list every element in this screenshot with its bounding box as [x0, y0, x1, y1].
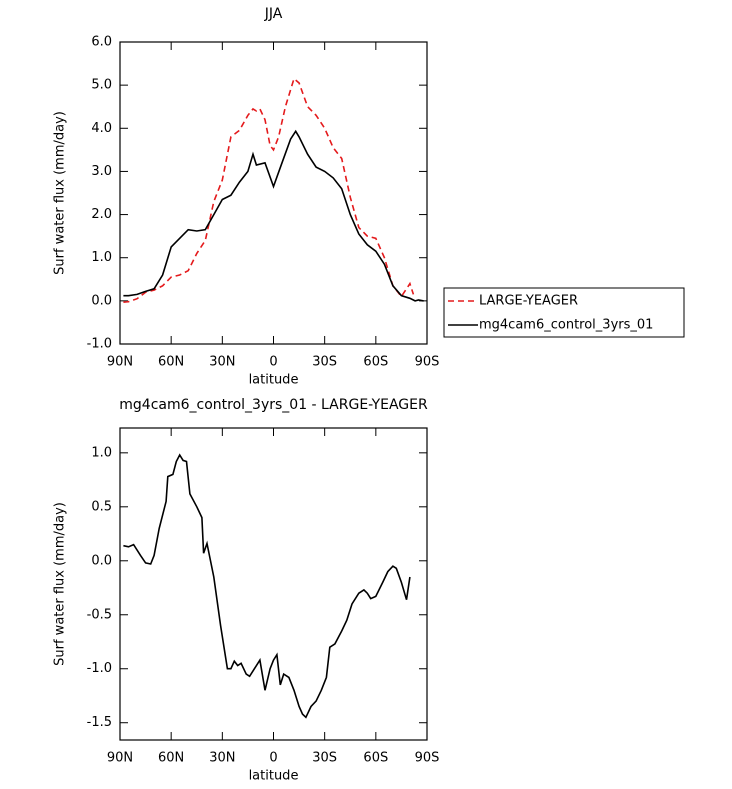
chart-title: mg4cam6_control_3yrs_01 - LARGE-YEAGER: [119, 397, 428, 413]
legend-box: [443, 287, 685, 338]
data-line: [123, 77, 415, 303]
x-tick-label: 0: [269, 355, 277, 370]
x-tick-label: 30N: [209, 751, 235, 766]
y-axis-label: Surf water flux (mm/day): [53, 502, 68, 666]
y-tick-label: 0.5: [91, 499, 112, 514]
y-tick-label: 2.0: [91, 207, 112, 222]
y-tick-label: 1.0: [91, 445, 112, 460]
x-axis-label: latitude: [249, 373, 299, 388]
data-line: [123, 453, 411, 719]
x-tick-label: 90N: [107, 355, 133, 370]
legend-label: LARGE-YEAGER: [479, 294, 578, 309]
x-tick-label: 60S: [363, 355, 388, 370]
y-axis-label: Surf water flux (mm/day): [53, 111, 68, 275]
x-tick-label: 0: [269, 751, 277, 766]
y-tick-label: -1.5: [87, 715, 112, 730]
x-tick-label: 30N: [209, 355, 235, 370]
x-tick-label: 90S: [415, 355, 440, 370]
plot-frame: [119, 427, 428, 741]
x-axis-label: latitude: [249, 769, 299, 784]
plot-frame: [119, 41, 428, 345]
y-tick-label: 0.0: [91, 553, 112, 568]
y-tick-label: 4.0: [91, 121, 112, 136]
x-tick-label: 30S: [312, 751, 337, 766]
y-tick-label: 0.0: [91, 293, 112, 308]
y-tick-label: 5.0: [91, 78, 112, 93]
x-tick-label: 90S: [415, 751, 440, 766]
chart-title: JJA: [264, 6, 283, 22]
legend-label: mg4cam6_control_3yrs_01: [479, 318, 653, 333]
y-tick-label: -0.5: [87, 607, 112, 622]
x-tick-label: 90N: [107, 751, 133, 766]
x-tick-label: 60S: [363, 751, 388, 766]
x-tick-label: 30S: [312, 355, 337, 370]
x-tick-label: 60N: [158, 355, 184, 370]
y-tick-label: 6.0: [91, 35, 112, 50]
y-tick-label: 3.0: [91, 164, 112, 179]
x-tick-label: 60N: [158, 751, 184, 766]
y-tick-label: 1.0: [91, 250, 112, 265]
y-tick-label: -1.0: [87, 661, 112, 676]
data-line: [123, 129, 424, 302]
y-tick-label: -1.0: [87, 337, 112, 352]
